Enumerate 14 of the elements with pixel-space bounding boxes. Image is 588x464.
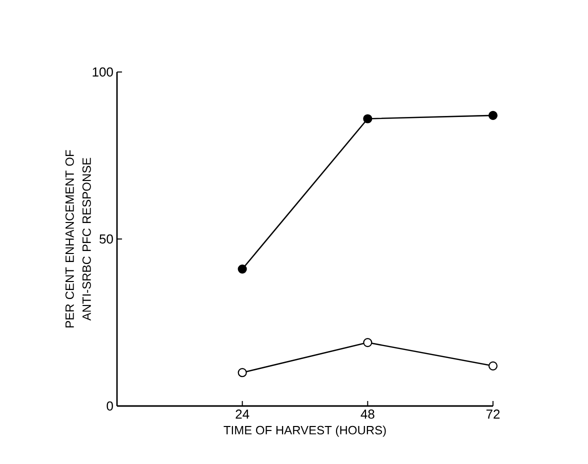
point xyxy=(238,368,247,378)
point xyxy=(488,110,498,120)
x-axis-title: TIME OF HARVEST (HOURS) xyxy=(224,426,386,437)
point xyxy=(238,264,247,274)
y-axis-title: PER CENT ENHANCEMENT OF ANTI-SRBC PFC RESPONSE xyxy=(65,150,91,328)
y-tick-label: 0 xyxy=(106,401,113,411)
x-tick-label: 72 xyxy=(486,410,500,419)
y-tick-label: 100 xyxy=(92,67,113,77)
point xyxy=(488,361,498,370)
x-tick-label: 24 xyxy=(236,410,250,419)
x-tick-label: 48 xyxy=(360,410,374,419)
point xyxy=(363,338,372,348)
y-tick-label: 50 xyxy=(100,234,113,244)
point xyxy=(363,114,372,124)
